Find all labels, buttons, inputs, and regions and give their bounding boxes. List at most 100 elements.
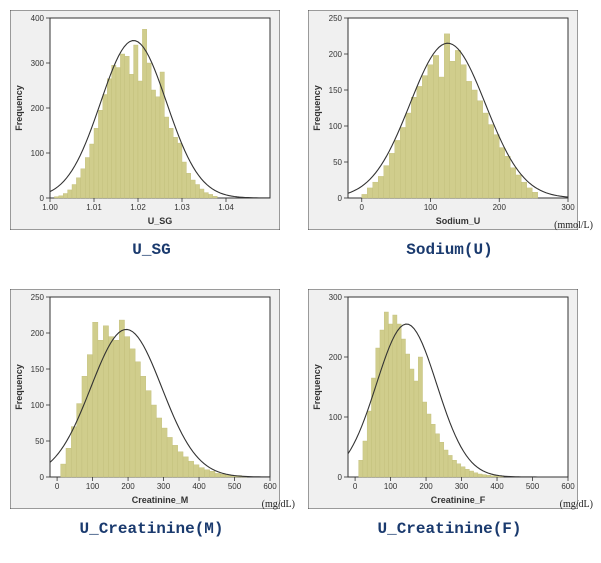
histogram-bar — [151, 405, 156, 477]
y-axis-label: Frequency — [312, 364, 322, 410]
svg-text:400: 400 — [490, 482, 504, 491]
histogram-bar — [532, 192, 538, 198]
histogram-bar — [68, 190, 72, 198]
x-axis-label: U_SG — [148, 216, 173, 226]
svg-text:600: 600 — [263, 482, 277, 491]
y-axis-label: Frequency — [312, 85, 322, 131]
unit-label: (mg/dL) — [560, 499, 593, 510]
svg-text:200: 200 — [419, 482, 433, 491]
chart-title: U_Creatinine(M) — [10, 520, 293, 538]
svg-text:400: 400 — [31, 14, 45, 23]
histogram-bar — [130, 349, 135, 477]
histogram-bar — [452, 460, 456, 477]
histogram-bar — [384, 312, 388, 477]
histogram-bar — [147, 63, 151, 198]
histogram-bar — [195, 185, 199, 199]
y-axis-label: Frequency — [14, 85, 24, 131]
histogram-bar — [472, 90, 478, 198]
histogram-bar — [461, 65, 467, 198]
histogram-bar — [417, 86, 423, 198]
histogram-bar — [107, 79, 111, 198]
svg-text:1.03: 1.03 — [174, 203, 190, 212]
histogram-bar — [120, 54, 124, 198]
histogram-bar — [474, 473, 478, 477]
histogram-bar — [169, 128, 173, 198]
histogram-bar — [125, 56, 129, 198]
histogram-bar — [401, 339, 405, 477]
svg-text:100: 100 — [384, 482, 398, 491]
svg-text:100: 100 — [86, 482, 100, 491]
svg-text:0: 0 — [338, 473, 343, 482]
svg-text:0: 0 — [55, 482, 60, 491]
histogram-bar — [527, 188, 533, 198]
chart-title: U_Creatinine(F) — [308, 520, 591, 538]
histogram-bar — [516, 175, 522, 198]
histogram-bar — [142, 29, 146, 198]
chart-cell-sodium: 0100200300 050100150200250 Sodium_U Freq… — [308, 10, 591, 259]
histogram-bar — [384, 166, 390, 198]
histogram-bar — [188, 461, 193, 477]
histogram-bar — [414, 381, 418, 477]
histogram-bar — [220, 474, 225, 477]
histogram-bar — [395, 140, 401, 198]
histogram-bar — [450, 61, 456, 198]
histogram-bar — [411, 97, 417, 198]
histogram-bar — [125, 337, 130, 477]
histogram-bar — [63, 194, 67, 199]
svg-text:1.01: 1.01 — [86, 203, 102, 212]
unit-label: (mg/dL) — [262, 499, 295, 510]
histogram-bar — [208, 194, 212, 198]
histogram-bar — [440, 442, 444, 477]
histogram-bar — [465, 469, 469, 477]
chart-sodium: 0100200300 050100150200250 Sodium_U Freq… — [308, 10, 578, 230]
histogram-bar — [444, 34, 450, 198]
svg-text:1.00: 1.00 — [42, 203, 58, 212]
histogram-bar — [94, 128, 98, 198]
svg-text:100: 100 — [31, 401, 45, 410]
histogram-bar — [213, 196, 217, 198]
histogram-bar — [134, 45, 138, 198]
histogram-bar — [116, 68, 120, 199]
svg-text:200: 200 — [31, 329, 45, 338]
chart-usg: 1.001.011.021.031.04 0100200300400 U_SG … — [10, 10, 280, 230]
histogram-bar — [444, 450, 448, 477]
svg-text:150: 150 — [329, 86, 343, 95]
svg-text:200: 200 — [329, 50, 343, 59]
histogram-bar — [521, 182, 527, 198]
histogram-bar — [405, 354, 409, 477]
svg-text:50: 50 — [333, 158, 342, 167]
histogram-bar — [66, 448, 71, 477]
histogram-bar — [81, 169, 85, 198]
histogram-bar — [103, 95, 107, 199]
svg-text:200: 200 — [121, 482, 135, 491]
histogram-bar — [400, 127, 406, 198]
histogram-bar — [461, 467, 465, 477]
histogram-bar — [135, 362, 140, 477]
histogram-bar — [93, 322, 98, 477]
svg-text:100: 100 — [424, 203, 438, 212]
histogram-bar — [448, 455, 452, 477]
histogram-bar — [389, 153, 395, 198]
svg-text:300: 300 — [455, 482, 469, 491]
histogram-bar — [173, 137, 177, 198]
svg-text:100: 100 — [329, 122, 343, 131]
histogram-bar — [71, 427, 76, 477]
svg-text:250: 250 — [329, 14, 343, 23]
svg-text:0: 0 — [40, 473, 45, 482]
histogram-bar — [477, 101, 483, 198]
histogram-bar — [61, 464, 66, 477]
histogram-bar — [457, 464, 461, 477]
histogram-bar — [82, 376, 87, 477]
chart-title: U_SG — [10, 241, 293, 259]
svg-text:300: 300 — [329, 293, 343, 302]
histogram-bar — [439, 77, 445, 198]
svg-text:0: 0 — [338, 194, 343, 203]
histogram-bar — [215, 473, 220, 477]
histogram-bar — [109, 337, 114, 477]
x-axis-label: Sodium_U — [436, 216, 481, 226]
histogram-bar — [469, 471, 473, 477]
histogram-bar — [167, 437, 172, 477]
histogram-bar — [138, 81, 142, 198]
x-axis-label: Creatinine_M — [132, 495, 189, 505]
histogram-bar — [98, 110, 102, 198]
